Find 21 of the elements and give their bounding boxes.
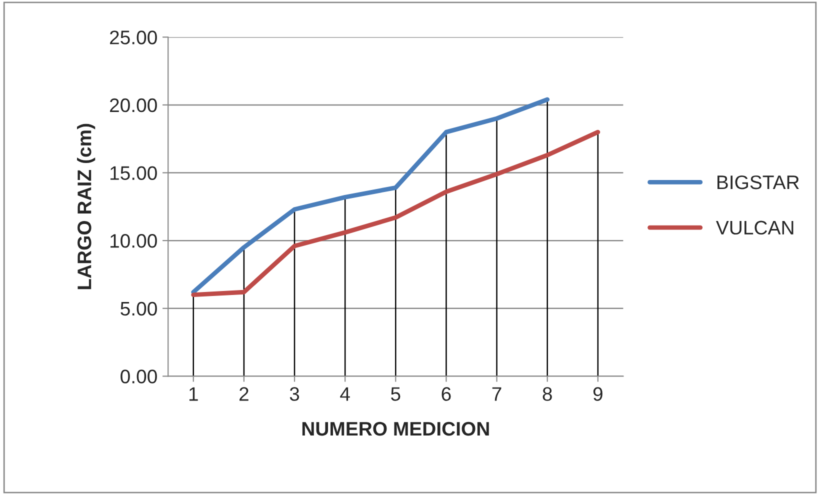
x-axis-title: NUMERO MEDICION [302,422,489,436]
x-tick-label: 7 [492,387,502,401]
x-tick-label: 8 [542,387,552,401]
x-tick-label: 2 [240,387,248,401]
x-tick-label: 4 [340,387,350,401]
legend-label: BIGSTAR [718,175,799,190]
y-tick-label: 25.00 [110,30,157,44]
y-tick-label: 5.00 [120,302,157,316]
x-tick-label: 6 [442,387,451,401]
x-tick-label: 3 [290,387,300,401]
legend-label: VULCAN [716,220,794,235]
y-axis-title: LARGO RAIZ (cm) [77,124,96,290]
x-tick-label: 1 [189,387,198,401]
line-series [191,130,600,298]
x-tick-label: 9 [593,387,602,401]
x-tick-label: 5 [391,387,400,401]
y-tick-label: 0.00 [120,370,157,384]
line-series [191,97,550,294]
y-tick-label: 20.00 [110,98,157,112]
y-tick-label: 10.00 [110,234,157,248]
y-tick-label: 15.00 [110,166,157,180]
